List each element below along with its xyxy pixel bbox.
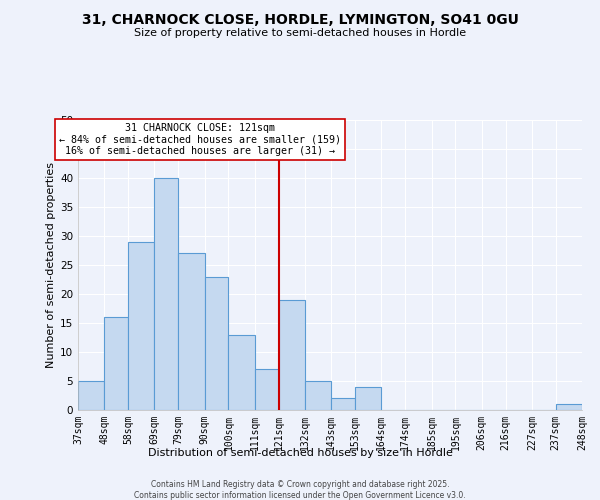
Text: Contains public sector information licensed under the Open Government Licence v3: Contains public sector information licen… [134, 491, 466, 500]
Bar [355, 387, 382, 410]
Bar [331, 398, 355, 410]
Bar [305, 381, 331, 410]
Bar [278, 300, 305, 410]
Bar [178, 254, 205, 410]
Bar [78, 381, 104, 410]
Text: Distribution of semi-detached houses by size in Hordle: Distribution of semi-detached houses by … [148, 448, 452, 458]
Bar [556, 404, 582, 410]
Bar [255, 370, 278, 410]
Text: Size of property relative to semi-detached houses in Hordle: Size of property relative to semi-detach… [134, 28, 466, 38]
Bar [104, 317, 128, 410]
Y-axis label: Number of semi-detached properties: Number of semi-detached properties [46, 162, 56, 368]
Bar [128, 242, 154, 410]
Text: 31, CHARNOCK CLOSE, HORDLE, LYMINGTON, SO41 0GU: 31, CHARNOCK CLOSE, HORDLE, LYMINGTON, S… [82, 12, 518, 26]
Text: Contains HM Land Registry data © Crown copyright and database right 2025.: Contains HM Land Registry data © Crown c… [151, 480, 449, 489]
Bar [229, 334, 255, 410]
Bar [205, 276, 229, 410]
Bar [154, 178, 178, 410]
Text: 31 CHARNOCK CLOSE: 121sqm
← 84% of semi-detached houses are smaller (159)
16% of: 31 CHARNOCK CLOSE: 121sqm ← 84% of semi-… [59, 123, 341, 156]
